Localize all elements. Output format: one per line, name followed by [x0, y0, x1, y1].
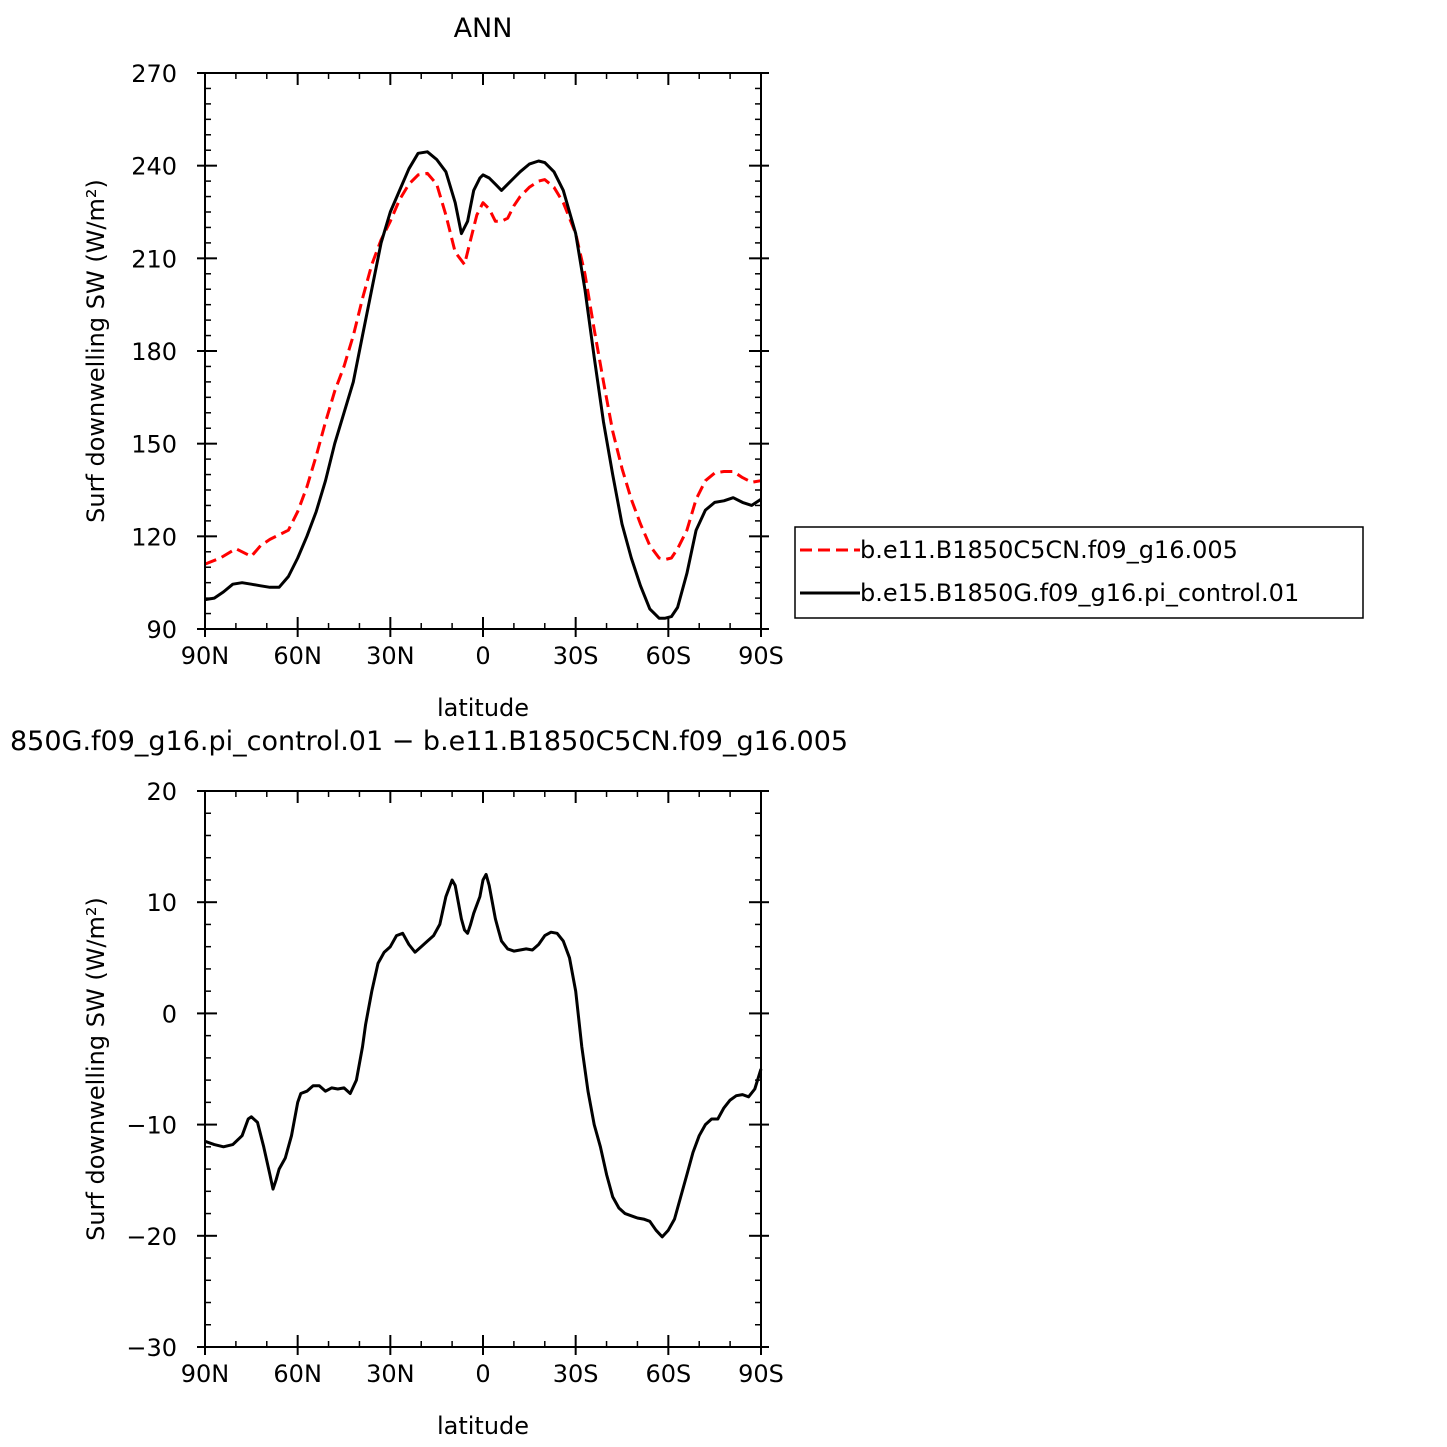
- top-panel-series: [204, 150, 762, 620]
- series-line-1: [204, 872, 763, 1239]
- top-panel-x-axis-label: latitude: [437, 694, 529, 722]
- legend-entry-series-2: b.e15.B1850G.f09_g16.pi_control.01: [860, 579, 1299, 607]
- y-tick-label: 180: [131, 338, 177, 366]
- top-panel-x-tick-labels: 90N 60N 30N 0 30S 60S 90S: [181, 642, 784, 670]
- bottom-panel-y-tick-labels: −30 −20 −10 0 10 20: [126, 778, 177, 1362]
- y-tick-label: 0: [162, 1000, 177, 1028]
- x-tick-label: 90N: [181, 642, 230, 670]
- bottom-panel-x-tick-labels: 90N 60N 30N 0 30S 60S 90S: [181, 1360, 784, 1388]
- legend-box: [794, 526, 1364, 619]
- top-panel-y-tick-labels: 90 120 150 180 210 240 270: [131, 60, 177, 644]
- x-tick-label: 30N: [366, 1360, 415, 1388]
- y-tick-label: 210: [131, 245, 177, 273]
- top-panel-frame: [204, 72, 762, 630]
- x-tick-label: 30S: [553, 642, 599, 670]
- top-panel-y-axis-label: Surf downwelling SW (W/m²): [82, 179, 110, 523]
- y-tick-label: 20: [146, 778, 177, 806]
- x-tick-label: 30N: [366, 642, 415, 670]
- y-tick-label: −20: [126, 1223, 177, 1251]
- y-tick-label: 150: [131, 431, 177, 459]
- x-tick-label: 60S: [645, 1360, 691, 1388]
- x-tick-label: 90S: [738, 1360, 784, 1388]
- legend-entry-series-1: b.e11.B1850C5CN.f09_g16.005: [860, 536, 1238, 564]
- x-tick-label: 30S: [553, 1360, 599, 1388]
- bottom-panel-frame: [204, 790, 762, 1348]
- x-tick-label: 60S: [645, 642, 691, 670]
- bottom-panel-title: 850G.f09_g16.pi_control.01 − b.e11.B1850…: [10, 726, 848, 757]
- bottom-panel-x-axis-label: latitude: [437, 1412, 529, 1440]
- series-line-2: [204, 150, 762, 620]
- x-tick-label: 0: [475, 1360, 490, 1388]
- series-line-1: [204, 171, 762, 566]
- bottom-panel-ticks: [197, 790, 769, 1355]
- x-tick-label: 60N: [273, 1360, 322, 1388]
- y-tick-label: 90: [146, 616, 177, 644]
- top-panel-title: ANN: [454, 13, 513, 44]
- x-tick-label: 90N: [181, 1360, 230, 1388]
- x-tick-label: 0: [475, 642, 490, 670]
- y-tick-label: −10: [126, 1112, 177, 1140]
- bottom-panel-series: [204, 872, 763, 1239]
- top-panel-ticks: [197, 72, 769, 637]
- y-tick-label: 240: [131, 153, 177, 181]
- y-tick-label: 10: [146, 889, 177, 917]
- x-tick-label: 60N: [273, 642, 322, 670]
- y-tick-label: 270: [131, 60, 177, 88]
- top-panel: ANN 90 120 150 180 210 240 270 90N 60N 30N 0 30S 60…: [82, 13, 1364, 722]
- bottom-panel: 850G.f09_g16.pi_control.01 − b.e11.B1850…: [10, 726, 848, 1440]
- y-tick-label: 120: [131, 523, 177, 551]
- x-tick-label: 90S: [738, 642, 784, 670]
- y-tick-label: −30: [126, 1334, 177, 1362]
- legend: b.e11.B1850C5CN.f09_g16.005 b.e15.B1850G…: [794, 526, 1364, 619]
- bottom-panel-y-axis-label: Surf downwelling SW (W/m²): [82, 897, 110, 1241]
